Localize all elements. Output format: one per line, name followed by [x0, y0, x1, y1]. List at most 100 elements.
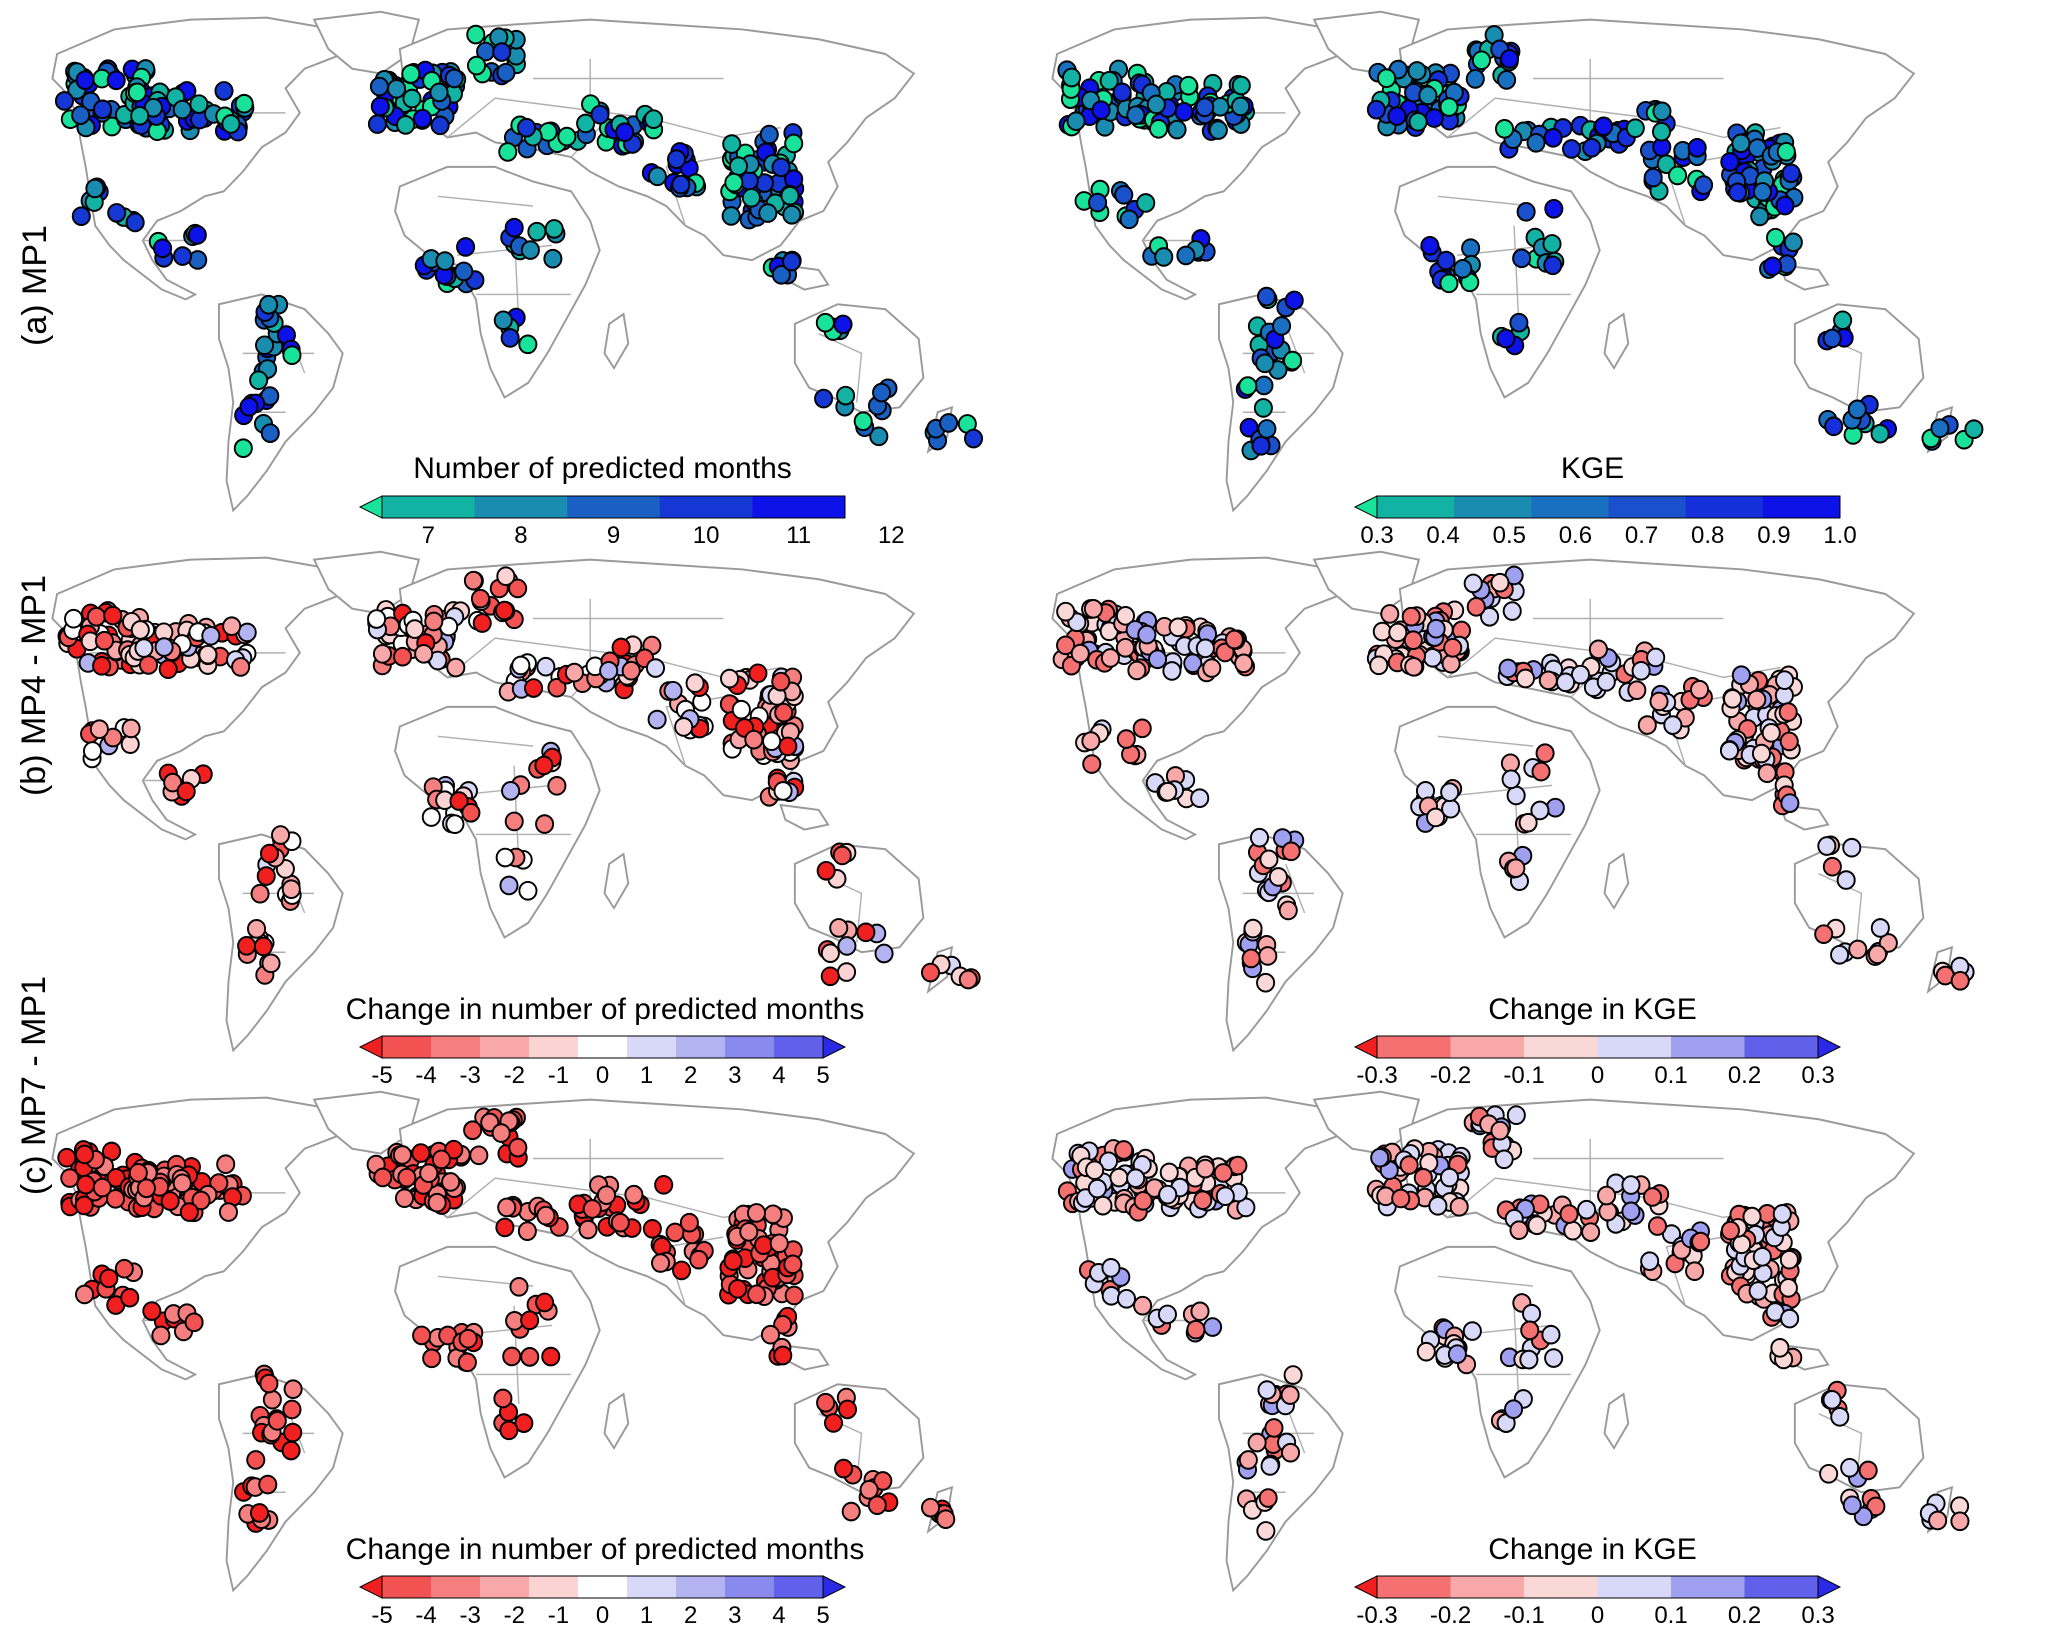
station-marker [1372, 621, 1392, 642]
station-marker [1186, 1319, 1206, 1340]
station-marker [444, 1139, 464, 1160]
station-marker [1530, 800, 1550, 821]
station-marker [1260, 1456, 1280, 1476]
station-marker [1213, 1163, 1233, 1183]
land-outline [312, 550, 421, 615]
station-marker [259, 294, 279, 315]
land-outline [1394, 1245, 1601, 1479]
station-marker [191, 1190, 211, 1211]
station-marker [500, 328, 520, 348]
station-marker [431, 1149, 451, 1170]
land-outline [1217, 833, 1344, 1053]
station-marker [1281, 841, 1301, 862]
station-marker [1439, 273, 1459, 294]
station-marker [54, 91, 74, 111]
colorbar-b-right: -0.3 -0.2 -0.1 0 0.1 0.2 0.3 [1353, 1035, 1842, 1089]
station-marker [499, 1420, 519, 1441]
station-marker [1836, 870, 1856, 890]
station-marker [1278, 900, 1298, 921]
station-marker [1544, 198, 1564, 219]
station-marker [774, 702, 794, 723]
station-marker [501, 781, 521, 801]
map-panel-a-right [1000, 0, 1990, 530]
station-marker [1822, 1390, 1842, 1410]
station-marker [189, 94, 209, 114]
station-marker [1100, 648, 1120, 668]
station-marker [1720, 1220, 1740, 1241]
station-marker [120, 1287, 140, 1308]
colorbar-segment [529, 1036, 579, 1058]
station-marker [1495, 119, 1515, 139]
station-marker [723, 1251, 743, 1271]
station-marker [685, 673, 705, 694]
station-marker [874, 943, 894, 964]
colorbar-tick-label: 5 [816, 1062, 830, 1089]
station-marker [1377, 68, 1397, 89]
station-marker [71, 206, 91, 227]
station-marker [401, 64, 421, 84]
station-marker [1543, 127, 1563, 148]
station-marker [114, 1258, 134, 1279]
station-marker [1866, 1496, 1886, 1517]
station-marker [429, 82, 449, 103]
station-marker [282, 1399, 302, 1420]
station-marker [771, 265, 791, 285]
colorbar-tick-label: 2 [684, 1602, 698, 1629]
station-marker [1506, 785, 1526, 806]
colorbar-a-right: 0.3 0.4 0.5 0.6 0.7 0.8 0.9 1.0 [1353, 495, 1857, 549]
station-marker [282, 345, 302, 366]
colorbar-tick-label: 11 [786, 522, 812, 549]
station-marker [520, 240, 540, 260]
station-marker [249, 370, 269, 391]
station-marker [463, 1120, 483, 1141]
station-marker [493, 1388, 513, 1409]
land-outline [1793, 843, 1925, 954]
colorbar-tick-label: 0.6 [1558, 522, 1593, 549]
station-marker [1870, 918, 1890, 938]
world-map [51, 10, 984, 513]
station-marker [187, 225, 207, 245]
station-marker [1441, 653, 1461, 674]
station-marker [1253, 398, 1273, 418]
station-marker [446, 657, 466, 678]
station-marker [783, 1254, 803, 1275]
colorbar-tick-label: 0 [1590, 1602, 1605, 1629]
station-marker [1685, 1261, 1705, 1282]
station-marker [741, 187, 761, 208]
station-marker [1824, 416, 1844, 437]
station-marker [370, 96, 390, 117]
country-border [1446, 97, 1496, 138]
map-panel-b-left [0, 540, 990, 1070]
station-marker [396, 115, 416, 135]
station-marker [1757, 763, 1777, 784]
colorbar-tick-label: 0.4 [1426, 522, 1460, 549]
station-marker [1283, 350, 1303, 371]
station-marker [130, 620, 150, 640]
station-marker [458, 1328, 478, 1349]
station-marker [624, 1184, 644, 1205]
station-marker [372, 644, 393, 664]
station-marker [1158, 1184, 1178, 1205]
colorbar-title-c-right: Change in KGE [1488, 1533, 1697, 1566]
colorbar-tick-label: -0.2 [1429, 1062, 1472, 1089]
station-marker [494, 600, 514, 621]
station-marker [1822, 328, 1842, 349]
station-marker [259, 843, 280, 864]
station-marker [1731, 665, 1751, 686]
station-marker [449, 791, 469, 811]
station-marker [1691, 1231, 1711, 1252]
station-marker [1526, 132, 1546, 153]
map-panel-c-right [1000, 1080, 1990, 1610]
station-marker [1559, 1204, 1579, 1224]
colorbar-segment [1671, 1036, 1745, 1058]
station-marker [754, 1235, 774, 1255]
country-border [446, 97, 496, 138]
colorbar-tick-label: 7 [421, 522, 435, 549]
colorbar-tick-label: 0 [595, 1602, 610, 1629]
country-border [1437, 1275, 1534, 1287]
station-marker [1114, 1140, 1134, 1160]
station-marker [1087, 1178, 1107, 1199]
station-marker [94, 630, 114, 651]
station-marker [1830, 944, 1850, 965]
station-marker [1109, 1167, 1129, 1188]
